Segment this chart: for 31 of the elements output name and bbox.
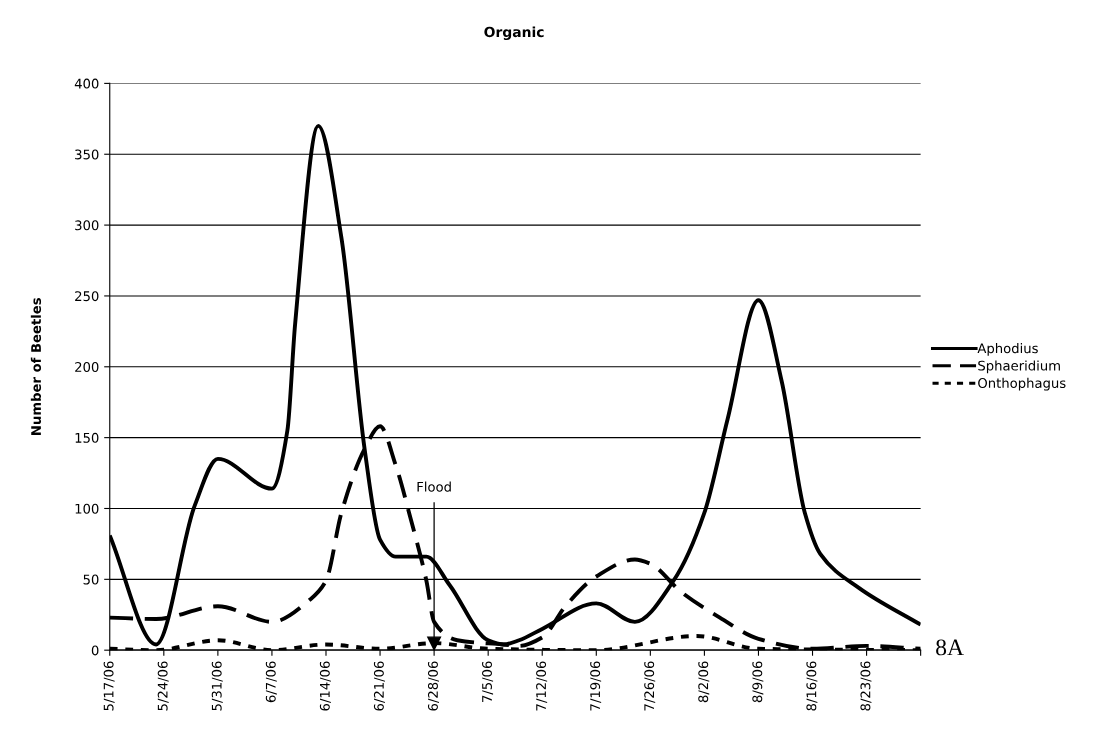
text: 8A [936, 639, 964, 656]
x-tick-label: 7/26/06 [644, 661, 656, 711]
x-tick-label: 6/14/06 [319, 661, 331, 711]
x-tick-label: 8/23/06 [860, 661, 872, 711]
y-tick-label: 350 [75, 149, 99, 160]
ref-line-label: Flood [417, 481, 451, 492]
x-tick-label: 6/7/06 [265, 661, 277, 703]
legend-label: Sphaeridium [978, 360, 1060, 374]
legend-label: Aphodius [977, 343, 1038, 356]
x-tick-label: 5/17/06 [103, 661, 115, 711]
x-tick-label: 5/24/06 [157, 661, 169, 711]
x-tick-label: 6/28/06 [427, 661, 439, 711]
y-tick-label: 0 [91, 645, 99, 656]
y-tick-label: 400 [74, 78, 99, 89]
legend-label: Onthophagus [978, 377, 1066, 391]
x-tick-label: 7/12/06 [536, 661, 548, 711]
x-tick-label: 8/16/06 [806, 661, 818, 711]
x-tick-label: 7/19/06 [590, 661, 602, 711]
x-tick-label: 8/2/06 [698, 661, 710, 703]
x-tick-label: 8/9/06 [752, 661, 764, 703]
x-tick-label: 7/5/06 [482, 661, 494, 702]
x-tick-label: 6/21/06 [373, 661, 385, 711]
y-tick-label: 100 [75, 503, 99, 514]
y-tick-label: 200 [75, 362, 99, 372]
y-axis-title: Number of Beetles [30, 298, 42, 435]
y-tick-label: 250 [75, 291, 99, 302]
chart-title: Organic [484, 26, 544, 40]
y-tick-label: 300 [75, 220, 99, 231]
x-tick-label: 5/31/06 [211, 661, 223, 711]
y-tick-label: 50 [83, 574, 99, 585]
y-tick-label: 150 [75, 432, 99, 443]
